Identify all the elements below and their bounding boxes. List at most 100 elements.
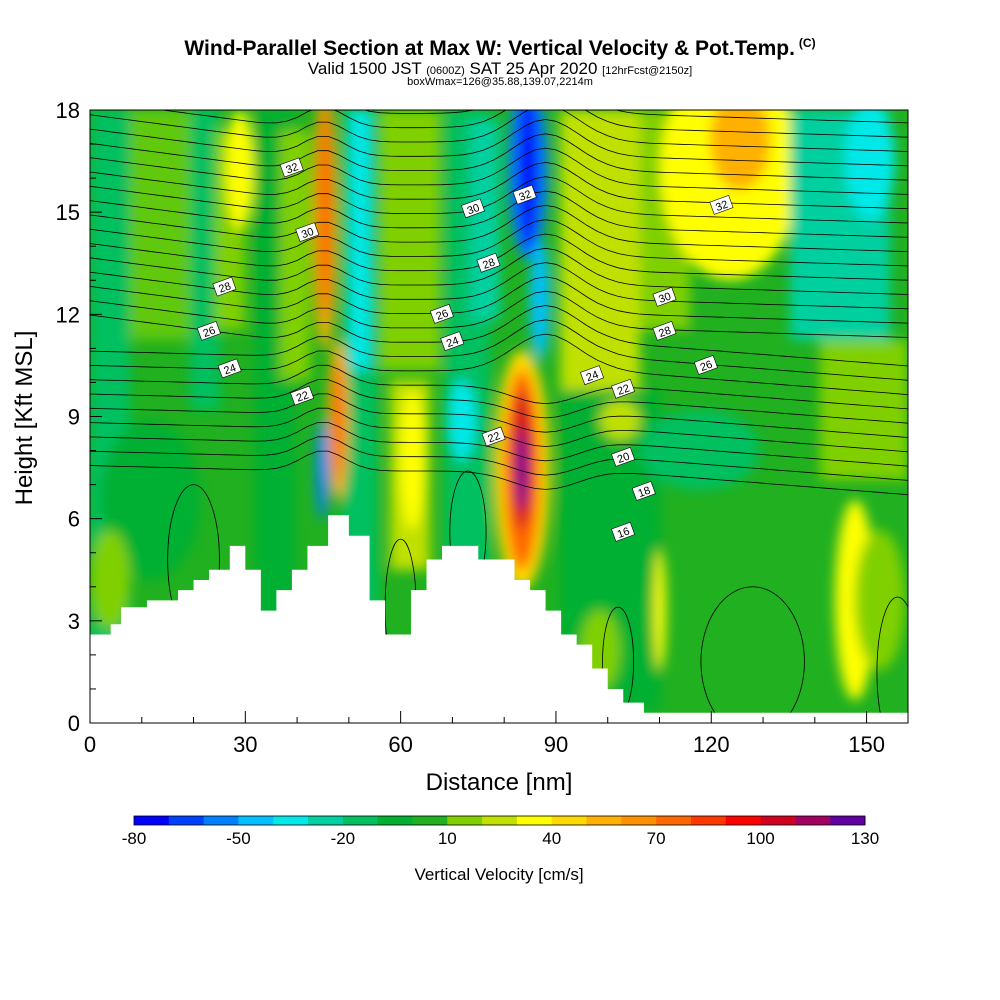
svg-text:18: 18 — [636, 485, 652, 500]
theta-contour-line — [90, 422, 908, 467]
copyright-mark: (C) — [798, 36, 816, 50]
theta-contour-line — [90, 204, 908, 252]
theta-contour-line — [90, 450, 908, 496]
colorbar-swatch — [482, 816, 518, 825]
svg-text:24: 24 — [445, 335, 461, 350]
theta-contour-label: 22 — [290, 385, 315, 406]
svg-text:16: 16 — [616, 525, 632, 540]
theta-contour-label: 18 — [631, 481, 656, 501]
theta-contour-loop — [700, 586, 805, 723]
y-tick-label: 0 — [68, 711, 80, 736]
theta-contour-line — [90, 436, 908, 481]
theta-contour-line — [90, 133, 908, 181]
theta-contour-line — [90, 393, 908, 438]
theta-contour-line — [90, 364, 908, 410]
y-tick-label: 18 — [56, 98, 80, 123]
colorbar-swatch — [447, 816, 483, 825]
colorbar-swatch — [690, 816, 727, 825]
x-axis-title: Distance [nm] — [426, 769, 573, 796]
colorbar-swatch — [134, 816, 170, 825]
x-tick-label: 60 — [388, 732, 412, 757]
colorbar-swatch — [795, 816, 831, 825]
colorbar-swatch — [551, 816, 588, 825]
x-tick-label: 30 — [233, 732, 257, 757]
x-tick-label: 120 — [693, 732, 730, 757]
colorbar-swatch — [621, 816, 657, 825]
colorbar-swatch — [830, 816, 866, 825]
svg-text:32: 32 — [517, 188, 533, 203]
plot-field: 32 32 32 30 30 30 28 28 28 26 26 26 24 24 24 22 22 22 20 18… — [90, 110, 908, 723]
theta-contour-label: 30 — [652, 286, 677, 307]
theta-contour-line — [159, 110, 908, 138]
theta-contour-labels: 32 32 32 30 30 30 28 28 28 26 26 26 24 24 24 22 22 22 20 18… — [196, 157, 734, 542]
svg-text:24: 24 — [222, 362, 238, 377]
svg-text:22: 22 — [295, 389, 311, 404]
colorbar-swatch — [586, 816, 622, 825]
colorbar-tick-label: 40 — [542, 829, 561, 848]
theta-contour-line — [90, 176, 908, 224]
theta-contour-label: 24 — [580, 365, 605, 386]
svg-text:22: 22 — [486, 430, 502, 445]
svg-text:28: 28 — [481, 256, 497, 271]
colorbar-swatch — [656, 816, 692, 825]
theta-contour-loop — [876, 596, 908, 723]
colorbar-tick-label: 70 — [647, 829, 666, 848]
theta-contour-label: 22 — [611, 378, 636, 399]
colorbar: -80 -50 -20 10 40 70 100 130 — [122, 815, 879, 848]
y-tick-label: 3 — [68, 609, 80, 634]
colorbar-frame — [133, 815, 866, 826]
theta-contours — [90, 110, 908, 723]
svg-text:32: 32 — [714, 199, 730, 214]
theta-contour-label: 26 — [693, 355, 718, 375]
colorbar-title: Vertical Velocity [cm/s] — [414, 865, 583, 884]
colorbar-swatch — [308, 816, 344, 825]
theta-contour-line — [90, 190, 908, 238]
theta-contour-line — [90, 379, 908, 424]
colorbar-swatch — [516, 816, 553, 825]
colorbar-tick-label: 130 — [851, 829, 879, 848]
x-axis: 0 30 60 90 120 150 — [84, 711, 885, 757]
svg-text:28: 28 — [657, 325, 673, 340]
svg-text:22: 22 — [616, 382, 632, 397]
colorbar-tick-label: 100 — [746, 829, 774, 848]
forecast-info: [12hrFcst@2150z] — [602, 65, 693, 77]
y-axis: 0 3 6 9 12 15 18 — [56, 98, 102, 736]
theta-contour-label: 16 — [611, 521, 636, 542]
theta-contour-line — [90, 161, 908, 210]
theta-contour-label: 20 — [611, 446, 636, 467]
colorbar-swatch — [168, 816, 205, 825]
colorbar-swatch — [342, 816, 379, 825]
colorbar-swatch — [725, 816, 762, 825]
theta-contour-label: 26 — [196, 320, 221, 341]
theta-contour-label: 26 — [429, 303, 454, 324]
chart-subtitle: Valid 1500 JST (0600Z) SAT 25 Apr 2020 [… — [0, 59, 1000, 79]
colorbar-tick-label: 10 — [438, 829, 457, 848]
theta-contour-line — [90, 276, 908, 324]
theta-contour-line — [90, 247, 908, 295]
colorbar-swatch — [238, 816, 274, 825]
theta-contour-line — [90, 319, 908, 381]
theta-contour-line — [90, 290, 908, 338]
svg-text:26: 26 — [202, 325, 218, 340]
colorbar-tick-label: -80 — [122, 829, 147, 848]
chart-title: Wind-Parallel Section at Max W: Vertical… — [0, 36, 1000, 61]
theta-contour-label: 30 — [460, 198, 485, 219]
svg-text:30: 30 — [466, 202, 482, 217]
svg-text:26: 26 — [699, 359, 715, 374]
x-tick-label: 90 — [544, 732, 568, 757]
y-tick-label: 9 — [68, 405, 80, 430]
svg-text:20: 20 — [616, 451, 632, 466]
x-tick-label: 0 — [84, 732, 96, 757]
theta-contour-label: 32 — [512, 184, 537, 205]
valid-utc: (0600Z) — [426, 65, 465, 77]
colorbar-swatch — [760, 816, 796, 825]
colorbar-swatch — [203, 816, 239, 825]
svg-text:30: 30 — [657, 291, 673, 306]
x-tick-label: 150 — [848, 732, 885, 757]
y-tick-label: 12 — [56, 302, 80, 327]
theta-contour-label: 22 — [481, 426, 506, 447]
colorbar-swatch — [377, 816, 413, 825]
svg-text:32: 32 — [284, 161, 300, 176]
valid-time: Valid 1500 JST — [307, 59, 422, 78]
